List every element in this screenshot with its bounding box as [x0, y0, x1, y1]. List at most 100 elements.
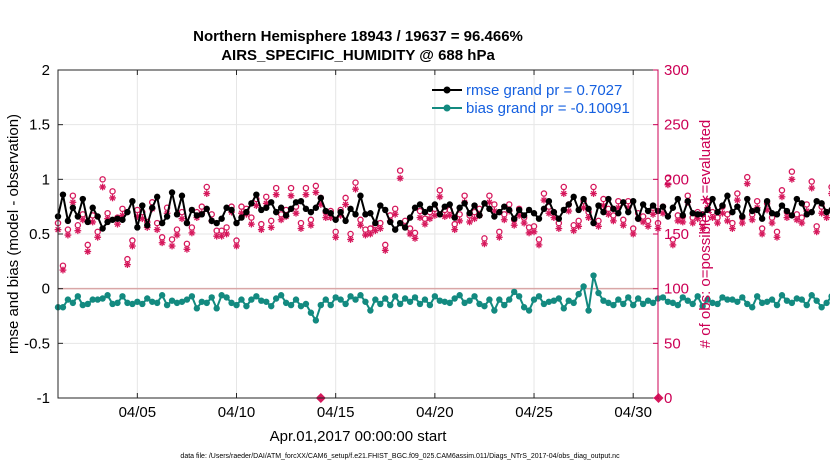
- obs-evaluated-point: [347, 236, 354, 243]
- bias-point: [153, 299, 161, 307]
- bias-point: [476, 300, 483, 308]
- rmse-point: [446, 201, 453, 208]
- y-tick-label: 0: [42, 281, 50, 298]
- bias-point: [659, 294, 667, 301]
- bias-point: [535, 293, 543, 300]
- rmse-point: [104, 218, 111, 226]
- bias-point: [540, 300, 548, 308]
- bias-point: [441, 298, 448, 305]
- rmse-point: [634, 215, 642, 222]
- bias-point: [382, 295, 389, 302]
- bias-point: [644, 297, 652, 304]
- bias-point: [565, 297, 572, 304]
- rmse-point: [322, 207, 329, 215]
- bias-point: [158, 292, 166, 299]
- rmse-point: [749, 207, 756, 215]
- bias-point: [426, 301, 434, 309]
- rmse-point: [362, 211, 369, 218]
- obs-possible-point: [198, 203, 206, 210]
- obs-evaluated-point: [79, 216, 87, 224]
- obs-evaluated-point: [297, 225, 305, 232]
- rmse-point: [69, 204, 77, 211]
- bias-point: [669, 299, 677, 307]
- bias-point: [372, 296, 379, 303]
- bias-point: [530, 296, 538, 303]
- bias-point: [630, 301, 637, 309]
- bias-point: [332, 294, 339, 301]
- rmse-point: [416, 201, 424, 208]
- rmse-point: [610, 205, 617, 213]
- rmse-point: [178, 192, 186, 199]
- bias-point: [778, 292, 786, 299]
- rmse-point: [501, 203, 508, 210]
- bias-point: [610, 301, 617, 309]
- obs-evaluated-point: [808, 184, 816, 192]
- x-tick-label: 04/25: [515, 404, 553, 421]
- bias-point: [709, 299, 716, 307]
- rmse-point: [153, 193, 161, 201]
- bias-point: [322, 296, 329, 303]
- bias-point: [416, 300, 424, 308]
- rmse-point: [540, 205, 548, 213]
- obs-possible-point: [312, 182, 320, 190]
- bias-point: [590, 272, 597, 279]
- bias-point: [352, 296, 359, 303]
- obs-possible-point: [84, 241, 92, 249]
- obs-possible-point: [109, 188, 116, 195]
- rmse-point: [803, 211, 810, 218]
- rmse-point: [808, 208, 815, 216]
- rmse-point: [515, 206, 523, 214]
- bias-point: [317, 301, 325, 309]
- bias-point: [639, 300, 647, 308]
- bias-point: [813, 297, 820, 304]
- rmse-point: [699, 211, 706, 218]
- bias-point: [768, 296, 776, 303]
- rmse-point: [124, 208, 131, 216]
- rmse-point: [114, 215, 121, 222]
- rmse-point: [590, 219, 597, 227]
- y-tick-label: 2: [42, 62, 50, 79]
- rmse-point: [74, 213, 82, 220]
- y2-tick-label: 300: [664, 62, 689, 79]
- legend-rmse-label: rmse grand pr = 0.7027: [466, 82, 622, 99]
- bias-point: [253, 293, 260, 300]
- rmse-point: [243, 208, 250, 216]
- obs-possible-point: [352, 179, 359, 186]
- obs-evaluated-point: [416, 214, 424, 221]
- bias-point: [312, 317, 320, 324]
- obs-possible-point: [168, 236, 176, 243]
- obs-evaluated-point: [768, 219, 776, 227]
- obs-possible-point: [664, 174, 672, 182]
- rmse-point: [342, 217, 349, 225]
- rmse-point: [664, 213, 672, 220]
- obs-evaluated-point: [555, 225, 563, 232]
- rmse-point: [486, 205, 493, 213]
- rmse-point: [768, 210, 776, 217]
- rmse-point: [307, 208, 315, 216]
- rmse-point: [530, 210, 538, 217]
- obs-evaluated-point: [128, 242, 136, 250]
- obs-evaluated-point: [223, 230, 230, 238]
- obs-possible-point: [778, 187, 786, 194]
- bias-point: [396, 300, 404, 308]
- bias-point: [823, 299, 830, 307]
- axis-ticks: 04/05 04/10 04/15 04/20 04/25 04/30 -1 -0.5 0 0.5…: [24, 62, 689, 421]
- y2-tick-label: 200: [664, 171, 689, 188]
- bias-point: [213, 305, 220, 312]
- obs-evaluated-point: [342, 201, 350, 208]
- bias-point: [337, 296, 344, 303]
- bias-point: [89, 296, 96, 303]
- legend-rmse-marker: [443, 86, 451, 94]
- bias-point: [188, 293, 196, 300]
- obs-possible-point: [734, 190, 741, 197]
- rmse-point: [387, 218, 394, 226]
- bias-point: [139, 300, 146, 308]
- bias-point: [739, 294, 746, 301]
- bias-point: [307, 309, 315, 316]
- bias-point: [729, 296, 736, 303]
- rmse-point: [793, 195, 801, 203]
- obs-possible-point: [69, 192, 77, 199]
- rmse-point: [352, 211, 359, 218]
- obs-evaluated-point: [743, 180, 751, 188]
- rmse-point: [778, 202, 786, 209]
